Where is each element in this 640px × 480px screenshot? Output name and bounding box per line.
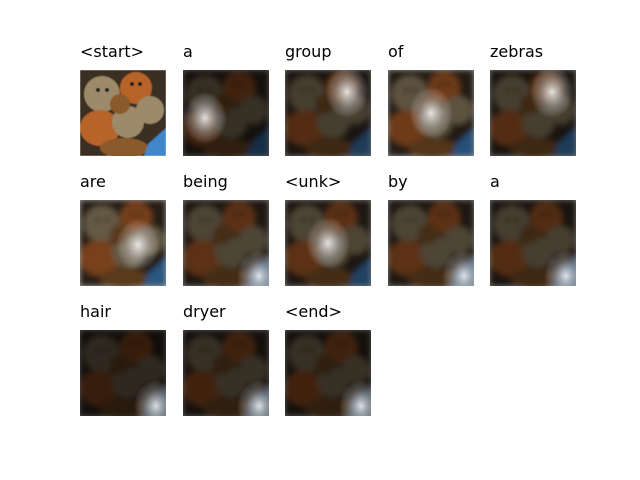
teddy-bears-image	[388, 70, 474, 156]
caption-word-label: zebras	[490, 42, 544, 61]
attention-map-thumbnail	[490, 70, 576, 156]
attention-map-thumbnail	[80, 70, 166, 156]
caption-word-label: group	[285, 42, 332, 61]
teddy-bears-image	[183, 200, 269, 286]
caption-word-label: a	[183, 42, 193, 61]
attention-map-thumbnail	[183, 200, 269, 286]
teddy-bears-image	[285, 200, 371, 286]
caption-word-label: dryer	[183, 302, 226, 321]
word-attention-cell: a	[183, 42, 269, 156]
attention-map-thumbnail	[285, 70, 371, 156]
caption-word-label: <start>	[80, 42, 145, 61]
word-attention-cell: zebras	[490, 42, 576, 156]
teddy-bears-image	[388, 200, 474, 286]
attention-map-thumbnail	[183, 330, 269, 416]
attention-map-thumbnail	[285, 200, 371, 286]
teddy-bears-image	[285, 70, 371, 156]
teddy-bears-image	[183, 330, 269, 416]
teddy-bears-image	[490, 200, 576, 286]
word-attention-cell: group	[285, 42, 371, 156]
caption-word-label: of	[388, 42, 404, 61]
word-attention-cell: of	[388, 42, 474, 156]
caption-word-label: by	[388, 172, 408, 191]
attention-map-thumbnail	[80, 200, 166, 286]
caption-word-label: hair	[80, 302, 111, 321]
caption-word-label: being	[183, 172, 228, 191]
teddy-bears-image	[80, 330, 166, 416]
attention-map-thumbnail	[388, 200, 474, 286]
caption-word-label: a	[490, 172, 500, 191]
word-attention-cell: <end>	[285, 302, 371, 416]
caption-word-label: are	[80, 172, 106, 191]
caption-word-label: <unk>	[285, 172, 342, 191]
teddy-bears-image	[80, 70, 166, 156]
teddy-bears-image	[285, 330, 371, 416]
word-attention-cell: by	[388, 172, 474, 286]
teddy-bears-image	[80, 200, 166, 286]
attention-map-thumbnail	[285, 330, 371, 416]
word-attention-cell: <unk>	[285, 172, 371, 286]
attention-map-thumbnail	[183, 70, 269, 156]
word-attention-cell: a	[490, 172, 576, 286]
attention-map-thumbnail	[490, 200, 576, 286]
attention-map-thumbnail	[80, 330, 166, 416]
word-attention-cell: hair	[80, 302, 166, 416]
word-attention-cell: <start>	[80, 42, 166, 156]
teddy-bears-image	[183, 70, 269, 156]
caption-word-label: <end>	[285, 302, 342, 321]
word-attention-cell: being	[183, 172, 269, 286]
word-attention-cell: dryer	[183, 302, 269, 416]
teddy-bears-image	[490, 70, 576, 156]
word-attention-cell: are	[80, 172, 166, 286]
attention-map-thumbnail	[388, 70, 474, 156]
